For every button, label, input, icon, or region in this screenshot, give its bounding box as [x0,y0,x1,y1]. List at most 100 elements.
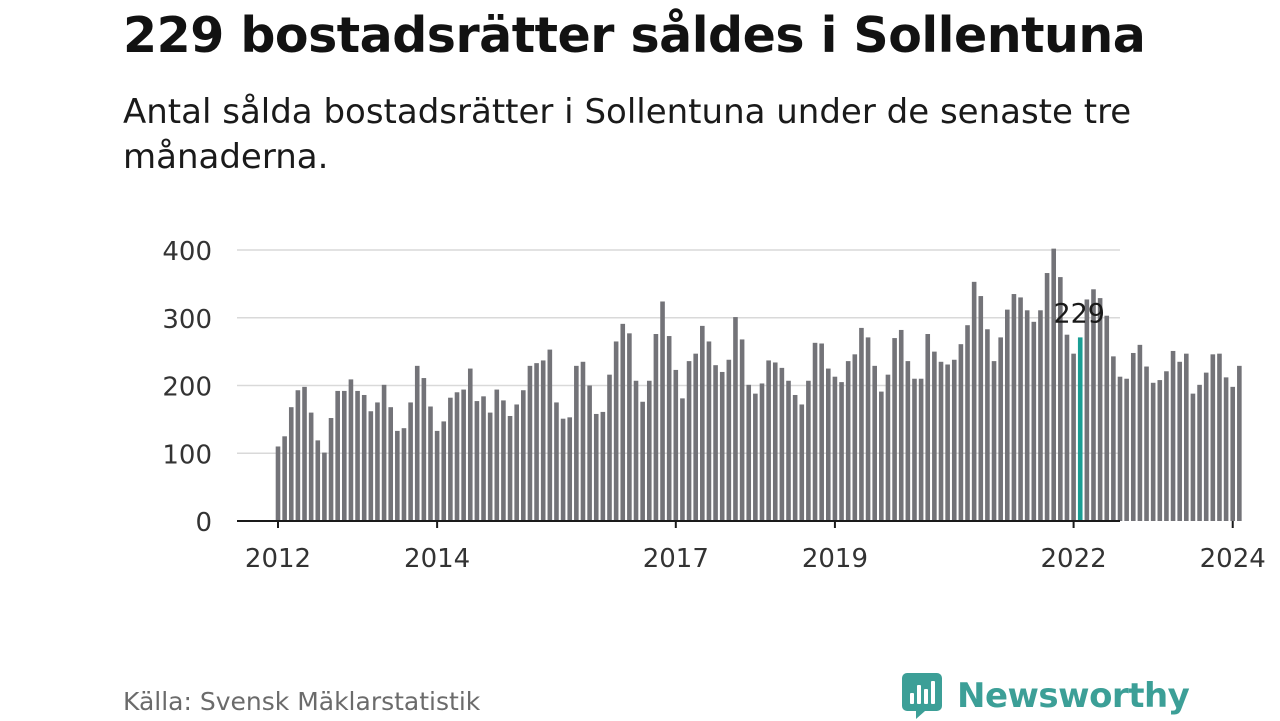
bar [474,401,480,521]
bar [308,412,314,521]
bar [938,361,944,521]
bar [481,396,486,521]
bar [1170,350,1176,521]
bar [494,389,500,521]
bar [971,281,977,521]
bar [932,351,937,521]
bar [640,401,645,521]
bar [1005,309,1010,521]
y-tick-label: 300 [162,305,212,335]
bar [1237,365,1242,521]
brand-name: Newsworthy [957,676,1190,716]
bar [991,361,997,521]
bar [593,413,599,521]
bar [660,301,665,521]
bar [1217,353,1222,521]
bar [1203,372,1209,521]
bar [507,415,513,521]
bar [1111,356,1116,521]
bar [885,374,891,521]
bar [1091,289,1096,521]
bar [753,393,758,521]
bar [461,389,466,521]
bar [1210,354,1216,521]
bar [806,380,811,521]
bar [653,334,659,521]
bar [1157,380,1163,521]
bar [521,390,526,521]
y-tick-label: 200 [162,373,212,403]
bar [852,354,858,521]
bar [627,333,632,521]
bar [454,392,460,521]
bar [408,402,413,521]
bar [547,349,553,521]
bar [693,353,698,521]
source-note: Källa: Svensk Mäklarstatistik [123,687,481,716]
bar [1230,386,1236,521]
bar [951,359,957,521]
bar [812,342,818,521]
bar [448,397,453,521]
bar [825,368,831,521]
bar [607,374,612,521]
bar [739,339,745,521]
bar [1130,352,1136,521]
bar [872,365,877,521]
bar [1104,315,1110,521]
bar [1024,310,1030,521]
bar [342,390,347,521]
bar [998,337,1003,521]
x-tick-label: 2022 [1041,544,1107,574]
bar [905,361,911,521]
bar [1223,377,1229,521]
bar [879,391,884,521]
bar [633,380,639,521]
bar [859,327,864,521]
bar [713,365,718,521]
y-tick-label: 0 [195,508,212,538]
bar [587,385,592,521]
brand-logo[interactable]: Newsworthy [901,671,1190,721]
bar [759,383,765,521]
bar [1197,384,1202,521]
bar [487,412,493,521]
bar [733,317,738,521]
bar [1018,297,1023,521]
bar [786,380,791,521]
x-tick-label: 2024 [1200,544,1266,574]
bar [275,446,281,521]
bar [395,430,400,521]
bar [381,384,387,521]
bar [1164,371,1169,521]
bar [918,378,924,521]
bar [779,367,785,521]
bar [978,296,984,521]
bar [1064,334,1070,521]
bar [819,343,824,521]
bar [302,386,307,521]
bar [1011,294,1017,521]
bar [1051,248,1057,521]
bar [1117,376,1123,521]
bar [282,436,287,521]
bar-highlight [1077,337,1083,521]
bar [945,364,950,521]
bar [527,365,533,521]
bar [414,365,420,521]
bar [706,341,712,521]
bar [965,325,970,521]
bar [401,428,407,521]
bar [686,361,692,521]
bar [839,382,844,521]
bar [428,406,433,521]
bar [554,402,559,521]
bar [295,390,301,521]
bar [368,411,374,521]
bar [1150,382,1156,521]
x-tick-label: 2012 [245,544,311,574]
bar [467,368,473,521]
bar [514,404,519,521]
bar [772,362,778,521]
bar [1038,310,1043,521]
